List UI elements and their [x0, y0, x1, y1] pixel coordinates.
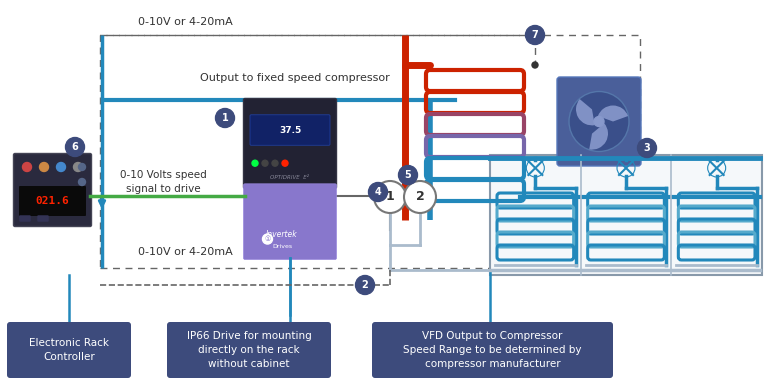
Text: Drives: Drives [272, 244, 292, 249]
Text: 3: 3 [644, 143, 650, 153]
Circle shape [39, 163, 48, 171]
Circle shape [369, 182, 388, 201]
Text: 7: 7 [531, 30, 538, 40]
Circle shape [78, 179, 85, 185]
Circle shape [252, 160, 258, 166]
Text: OPTIDRIVE  E²: OPTIDRIVE E² [270, 175, 310, 180]
FancyBboxPatch shape [19, 186, 86, 216]
Text: Electronic Rack
Controller: Electronic Rack Controller [29, 338, 109, 362]
Text: 0-10 Volts speed
signal to drive: 0-10 Volts speed signal to drive [120, 170, 207, 193]
Circle shape [594, 117, 604, 127]
Text: IP66 Drive for mounting
directly on the rack
without cabinet: IP66 Drive for mounting directly on the … [187, 331, 311, 369]
Text: VFD Output to Compressor
Speed Range to be determined by
compressor manufacturer: VFD Output to Compressor Speed Range to … [403, 331, 581, 369]
Circle shape [22, 163, 31, 171]
Circle shape [569, 92, 629, 152]
Circle shape [263, 234, 273, 244]
Text: 1: 1 [222, 113, 228, 123]
Bar [100, 35, 640, 268]
Circle shape [216, 109, 234, 128]
FancyBboxPatch shape [557, 77, 641, 166]
Circle shape [57, 163, 65, 171]
FancyBboxPatch shape [38, 215, 48, 222]
FancyBboxPatch shape [38, 215, 48, 222]
Text: 5: 5 [405, 170, 412, 180]
Text: 4: 4 [375, 187, 382, 197]
Text: 021.6: 021.6 [35, 196, 69, 206]
Circle shape [78, 163, 85, 171]
Circle shape [374, 181, 406, 213]
Wedge shape [598, 106, 628, 122]
Circle shape [272, 160, 278, 166]
Text: ①: ① [264, 236, 270, 242]
Wedge shape [576, 99, 594, 125]
Circle shape [74, 163, 82, 171]
Text: 0-10V or 4-20mA: 0-10V or 4-20mA [137, 17, 233, 27]
Text: 6: 6 [71, 142, 78, 152]
Circle shape [356, 276, 375, 294]
Text: 0-10V or 4-20mA: 0-10V or 4-20mA [137, 247, 233, 257]
Circle shape [65, 138, 84, 157]
FancyBboxPatch shape [243, 98, 336, 188]
FancyBboxPatch shape [19, 215, 31, 222]
Text: 37.5: 37.5 [279, 125, 301, 135]
Text: Output to fixed speed compressor: Output to fixed speed compressor [200, 73, 390, 83]
Circle shape [399, 166, 418, 185]
Text: 1: 1 [386, 190, 395, 204]
Text: Invertek: Invertek [266, 230, 298, 239]
Circle shape [637, 138, 657, 157]
FancyBboxPatch shape [372, 322, 613, 378]
Circle shape [262, 160, 268, 166]
Circle shape [386, 192, 394, 200]
FancyBboxPatch shape [19, 215, 31, 222]
Bar [490, 155, 762, 275]
FancyBboxPatch shape [167, 322, 331, 378]
Circle shape [532, 62, 538, 68]
Wedge shape [589, 124, 608, 150]
Circle shape [525, 25, 545, 44]
FancyBboxPatch shape [7, 322, 131, 378]
Circle shape [282, 160, 288, 166]
FancyBboxPatch shape [243, 184, 336, 260]
Text: 2: 2 [415, 190, 425, 204]
FancyBboxPatch shape [250, 115, 330, 145]
Circle shape [404, 181, 436, 213]
Text: 2: 2 [362, 280, 369, 290]
FancyBboxPatch shape [14, 154, 91, 226]
